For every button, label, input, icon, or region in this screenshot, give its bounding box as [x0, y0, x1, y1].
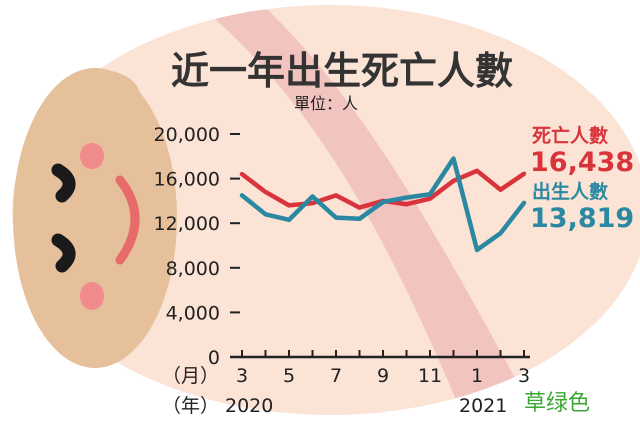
- x-tick-label: 11: [418, 365, 442, 387]
- y-tick-label: 0: [208, 347, 220, 369]
- y-tick-label: 16,000: [154, 169, 220, 191]
- mouth-icon: [115, 175, 140, 265]
- cheek-icon: [80, 282, 104, 310]
- deaths-series-name: 死亡人數: [532, 124, 608, 147]
- eye-icon: [51, 233, 76, 273]
- x-axis-ticks: 3 5 7 9 11 1 3: [236, 350, 530, 387]
- y-tick-label: 12,000: [154, 213, 220, 235]
- baby-face-illustration: [13, 68, 177, 368]
- year-label-2021: 2021: [459, 395, 507, 417]
- x-tick-label: 3: [518, 365, 530, 387]
- x-tick-label: 1: [471, 365, 483, 387]
- x-tick-label: 5: [283, 365, 295, 387]
- x-unit-label: （月）: [162, 365, 219, 387]
- x-tick-label: 3: [236, 365, 248, 387]
- chart-title: 近一年出生死亡人數: [171, 49, 513, 93]
- cheek-icon: [80, 143, 104, 169]
- face-top: [60, 70, 140, 122]
- background-band: [205, 10, 545, 415]
- x-tick-label: 9: [377, 365, 389, 387]
- y-axis-ticks: 0 4,000 8,000 12,000 16,000 20,000: [154, 124, 240, 369]
- y-tick-label: 4,000: [166, 302, 220, 324]
- births-series-line: [239, 156, 527, 253]
- series-lines: [239, 156, 527, 253]
- unit-label: 單位：人: [294, 94, 358, 113]
- eye-icon: [51, 163, 76, 203]
- births-end-value: 13,819: [530, 203, 634, 234]
- face-shape: [13, 68, 177, 368]
- watermark: 草绿色: [524, 391, 590, 416]
- deaths-end-value: 16,438: [530, 147, 634, 178]
- y-tick-label: 20,000: [154, 124, 220, 146]
- x-tick-label: 7: [330, 365, 342, 387]
- year-label-2020: 2020: [225, 395, 273, 417]
- births-series-name: 出生人數: [532, 180, 608, 203]
- year-unit-label: （年）: [162, 395, 219, 417]
- y-tick-label: 8,000: [166, 258, 220, 280]
